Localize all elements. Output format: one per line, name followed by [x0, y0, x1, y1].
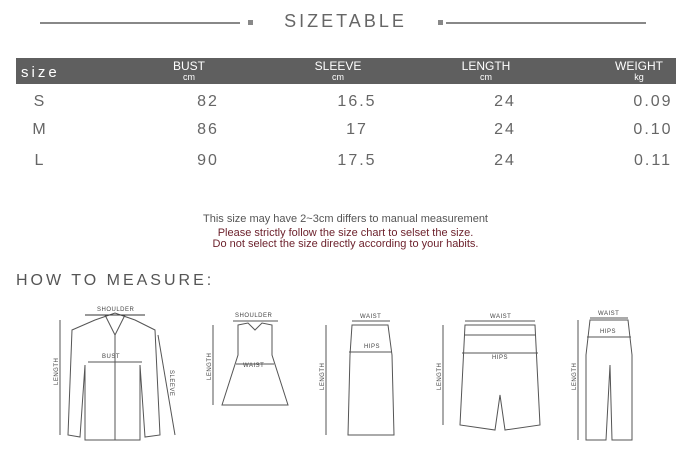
jacket-figure: SHOULDER BUST LENGTH SLEEVE	[54, 307, 176, 441]
svg-text:HIPS: HIPS	[364, 344, 380, 350]
divider-dot	[248, 20, 253, 25]
table-cell: 24	[494, 121, 516, 138]
svg-text:SHOULDER: SHOULDER	[97, 307, 135, 313]
divider	[40, 22, 240, 24]
svg-text:WAIST: WAIST	[598, 311, 619, 317]
svg-text:BUST: BUST	[102, 354, 120, 360]
column-header-sleeve: SLEEVE cm	[314, 59, 362, 82]
table-cell: 17	[346, 121, 368, 138]
dress-figure: SHOULDER WAIST LENGTH	[207, 313, 289, 406]
table-cell: 86	[197, 121, 219, 138]
size-cell: M	[32, 121, 48, 138]
how-to-measure-heading: HOW TO MEASURE:	[16, 272, 215, 289]
column-header-length: LENGTH cm	[461, 59, 511, 82]
table-cell: 82	[197, 93, 219, 110]
table-cell: 16.5	[337, 93, 377, 110]
pants-figure: WAIST HIPS LENGTH	[572, 311, 633, 441]
table-cell: 0.09	[633, 93, 673, 110]
skirt-figure: WAIST HIPS LENGTH	[320, 314, 395, 436]
svg-text:LENGTH: LENGTH	[207, 353, 213, 380]
svg-text:HIPS: HIPS	[600, 329, 616, 335]
shorts-figure: WAIST HIPS LENGTH	[437, 314, 541, 431]
svg-text:WAIST: WAIST	[490, 314, 511, 320]
svg-text:LENGTH: LENGTH	[572, 363, 578, 390]
divider	[446, 22, 646, 24]
svg-text:SLEEVE: SLEEVE	[168, 370, 174, 396]
note-measurement: This size may have 2~3cm differs to manu…	[202, 213, 488, 225]
divider-dot	[438, 20, 443, 25]
svg-text:HIPS: HIPS	[492, 355, 508, 361]
table-header: size BUST cm SLEEVE cm LENGTH cm WEIGHT kg	[16, 58, 676, 84]
measurement-illustrations: SHOULDER BUST LENGTH SLEEVE SHOULDER WAI…	[54, 307, 633, 441]
table-cell: 17.5	[337, 152, 377, 169]
page-title: SIZETABLE	[284, 11, 407, 31]
size-cell: L	[34, 152, 46, 169]
size-cell: S	[33, 93, 47, 110]
table-cell: 24	[494, 93, 516, 110]
svg-text:LENGTH: LENGTH	[437, 363, 443, 390]
size-header: size	[21, 64, 60, 81]
table-cell: 0.11	[634, 152, 672, 169]
table-cell: 90	[197, 152, 219, 169]
table-cell: 0.10	[633, 121, 673, 138]
table-cell: 24	[494, 152, 516, 169]
column-header-weight: WEIGHT kg	[615, 59, 663, 82]
column-header-bust: BUST cm	[172, 59, 205, 82]
svg-text:SHOULDER: SHOULDER	[235, 313, 273, 319]
svg-text:WAIST: WAIST	[360, 314, 381, 320]
svg-text:LENGTH: LENGTH	[54, 358, 60, 385]
svg-text:WAIST: WAIST	[243, 363, 264, 369]
note-warning: Please strictly follow the size chart to…	[212, 227, 479, 250]
svg-text:LENGTH: LENGTH	[320, 363, 326, 390]
